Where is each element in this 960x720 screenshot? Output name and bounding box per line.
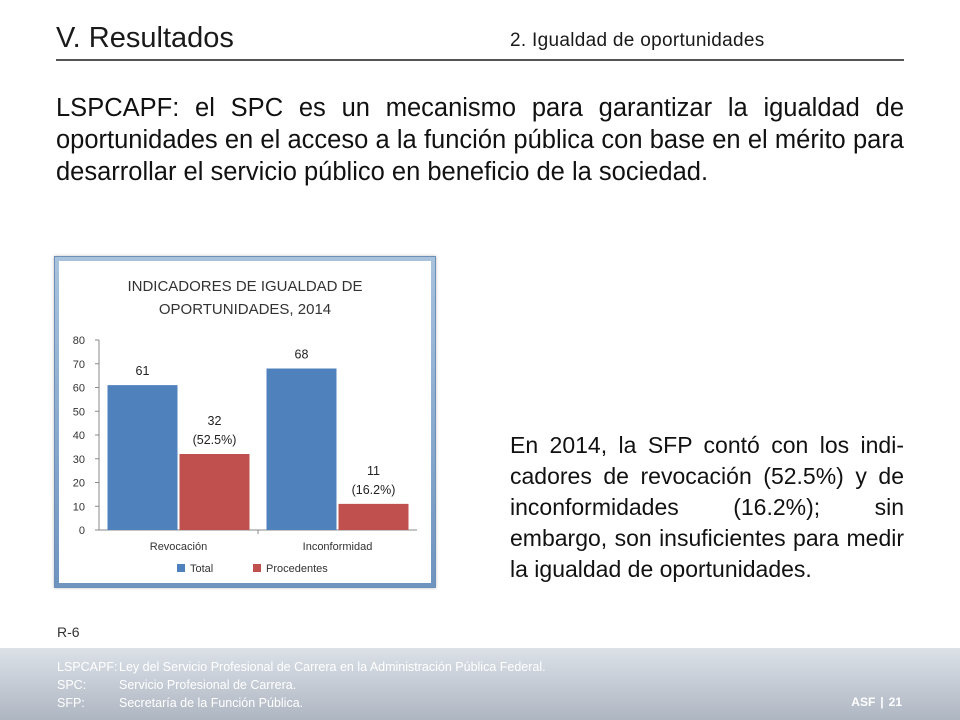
y-tick-label: 0 xyxy=(79,525,85,537)
bar-procedentes xyxy=(179,454,250,530)
y-tick-label: 50 xyxy=(73,406,85,418)
data-label: (16.2%) xyxy=(352,483,396,497)
header-divider xyxy=(56,59,904,61)
footer-definitions: LSPCAPF: Ley del Servicio Profesional de… xyxy=(57,658,546,712)
definition-text: Ley del Servicio Profesional de Carrera … xyxy=(119,660,546,674)
bar-total xyxy=(266,368,337,530)
y-tick-label: 40 xyxy=(73,430,85,442)
page-number: ASF | 21 xyxy=(851,695,902,709)
y-tick-label: 20 xyxy=(73,478,85,490)
page-value: 21 xyxy=(888,695,902,709)
y-tick-label: 80 xyxy=(73,335,85,347)
definition-row: SPC: Servicio Profesional de Carrera. xyxy=(57,676,546,694)
y-tick-label: 70 xyxy=(73,359,85,371)
data-label: 32 xyxy=(208,414,222,428)
y-tick-label: 60 xyxy=(73,383,85,395)
findings-paragraph: En 2014, la SFP contó con los indi-cador… xyxy=(510,432,904,582)
chart-title-line: INDICADORES DE IGUALDAD DE xyxy=(127,278,362,295)
org-label: ASF xyxy=(851,695,876,709)
intro-paragraph: LSPCAPF: el SPC es un mecanismo para gar… xyxy=(56,94,904,186)
definition-text: Servicio Profesional de Carrera. xyxy=(119,678,297,692)
page-title: V. Resultados xyxy=(56,22,234,54)
data-label: 11 xyxy=(367,464,380,478)
definition-text: Secretaría de la Función Pública. xyxy=(119,696,304,710)
definition-abbr: LSPCAPF: xyxy=(57,660,118,674)
bar-procedentes xyxy=(338,503,409,530)
data-label: (52.5%) xyxy=(193,433,237,447)
bar-total xyxy=(107,385,178,530)
legend-label: Procedentes xyxy=(266,563,328,575)
x-tick-label: Inconformidad xyxy=(303,541,373,553)
legend-swatch xyxy=(177,564,185,572)
chart-title-line: OPORTUNIDADES, 2014 xyxy=(159,301,331,318)
definition-row: LSPCAPF: Ley del Servicio Profesional de… xyxy=(57,658,546,676)
data-label: 61 xyxy=(136,364,150,378)
definition-abbr: SFP: xyxy=(57,696,85,710)
reference-code: R-6 xyxy=(57,624,80,640)
x-tick-label: Revocación xyxy=(150,541,207,553)
y-tick-label: 30 xyxy=(73,454,85,466)
bar-chart: INDICADORES DE IGUALDAD DE OPORTUNIDADES,… xyxy=(73,278,417,575)
footer-bar: LSPCAPF: Ley del Servicio Profesional de… xyxy=(0,648,960,720)
y-tick-label: 10 xyxy=(73,501,85,513)
data-label: 68 xyxy=(295,348,309,362)
chart-panel: INDICADORES DE IGUALDAD DE OPORTUNIDADES,… xyxy=(59,261,431,583)
chart-frame: INDICADORES DE IGUALDAD DE OPORTUNIDADES,… xyxy=(54,256,436,588)
legend-swatch xyxy=(253,564,261,572)
section-subtitle: 2. Igualdad de oportunidades xyxy=(510,30,765,51)
definition-abbr: SPC: xyxy=(57,678,87,692)
page-separator: | xyxy=(880,695,884,709)
legend-label: Total xyxy=(190,563,213,575)
definition-row: SFP: Secretaría de la Función Pública. xyxy=(57,694,546,712)
